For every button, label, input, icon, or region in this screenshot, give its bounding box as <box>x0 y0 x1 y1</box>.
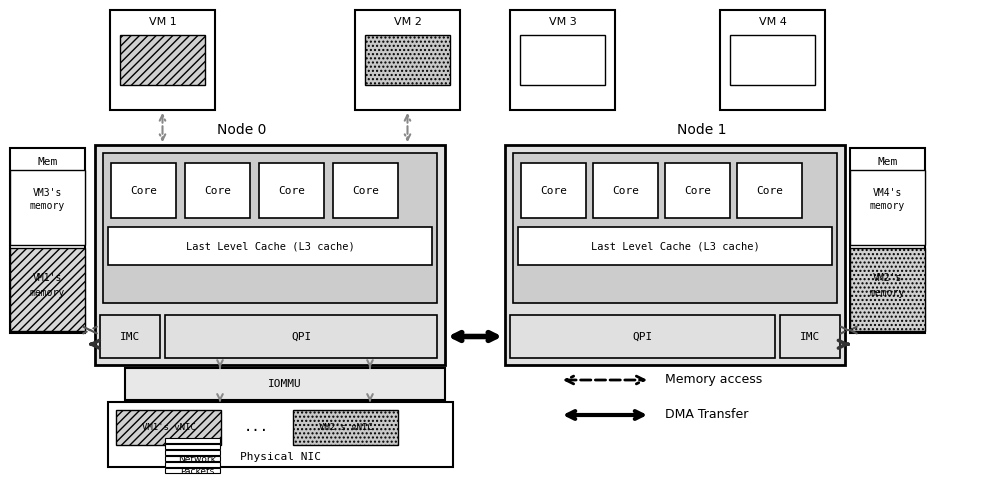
Text: Node 0: Node 0 <box>217 123 267 137</box>
Text: Core: Core <box>756 185 783 195</box>
Bar <box>116 410 221 445</box>
Text: ...: ... <box>243 420 269 434</box>
Bar <box>593 163 658 218</box>
Bar <box>518 227 832 265</box>
Text: Mem: Mem <box>877 157 898 167</box>
Text: Node 1: Node 1 <box>677 123 727 137</box>
Text: VM 2: VM 2 <box>394 17 421 27</box>
Text: memory: memory <box>30 201 65 211</box>
Text: Memory access: Memory access <box>665 374 762 387</box>
Bar <box>521 163 586 218</box>
Text: Core: Core <box>352 185 379 195</box>
Text: VM 3: VM 3 <box>549 17 576 27</box>
Text: VM2's vNIC: VM2's vNIC <box>319 423 372 432</box>
Bar <box>365 35 450 85</box>
Bar <box>850 248 925 331</box>
Text: Network: Network <box>179 456 216 465</box>
Text: IMC: IMC <box>800 331 820 342</box>
Bar <box>730 35 815 85</box>
Text: VM4's: VM4's <box>873 188 902 198</box>
Text: QPI: QPI <box>632 331 653 342</box>
Text: Core: Core <box>540 185 567 195</box>
Text: VM 4: VM 4 <box>759 17 786 27</box>
Bar <box>100 315 160 358</box>
Bar <box>103 153 437 303</box>
Bar <box>505 145 845 365</box>
Bar <box>513 153 837 303</box>
Text: Packets: Packets <box>180 467 215 476</box>
Bar <box>185 163 250 218</box>
Text: Mem: Mem <box>37 157 58 167</box>
Bar <box>165 456 220 461</box>
Text: Physical NIC: Physical NIC <box>240 452 321 462</box>
Text: memory: memory <box>30 288 65 298</box>
Text: VM1's vNIC: VM1's vNIC <box>142 423 195 432</box>
Bar <box>259 163 324 218</box>
Text: QPI: QPI <box>291 331 311 342</box>
Text: VM3's: VM3's <box>33 188 62 198</box>
Bar <box>165 468 220 473</box>
Text: memory: memory <box>870 288 905 298</box>
Bar <box>108 227 432 265</box>
Bar <box>165 315 437 358</box>
Bar <box>10 170 85 245</box>
Bar <box>165 450 220 455</box>
Text: Core: Core <box>684 185 711 195</box>
Text: Core: Core <box>612 185 639 195</box>
Bar <box>165 444 220 449</box>
Bar <box>850 148 925 333</box>
Bar <box>95 145 445 365</box>
Text: Core: Core <box>204 185 231 195</box>
Text: memory: memory <box>870 201 905 211</box>
Text: Core: Core <box>130 185 157 195</box>
Text: vCPU: vCPU <box>550 55 575 65</box>
Text: Last Level Cache (L3 cache): Last Level Cache (L3 cache) <box>591 241 759 251</box>
Bar <box>120 35 205 85</box>
Text: VM 1: VM 1 <box>149 17 176 27</box>
Bar <box>720 10 825 110</box>
Bar <box>10 248 85 331</box>
Bar <box>520 35 605 85</box>
Bar <box>737 163 802 218</box>
Text: VM2's: VM2's <box>873 273 902 283</box>
Text: DMA Transfer: DMA Transfer <box>665 409 748 422</box>
Bar <box>510 315 775 358</box>
Bar <box>111 163 176 218</box>
Bar <box>110 10 215 110</box>
Bar <box>165 462 220 467</box>
Bar <box>780 315 840 358</box>
Bar <box>10 148 85 333</box>
Bar <box>165 438 220 443</box>
Text: Last Level Cache (L3 cache): Last Level Cache (L3 cache) <box>186 241 354 251</box>
Bar <box>665 163 730 218</box>
Bar <box>108 402 453 467</box>
Text: IMC: IMC <box>120 331 140 342</box>
Bar <box>355 10 460 110</box>
Text: VM1's: VM1's <box>33 273 62 283</box>
Bar <box>333 163 398 218</box>
Text: vCPU: vCPU <box>150 55 175 65</box>
Text: Core: Core <box>278 185 305 195</box>
Bar <box>293 410 398 445</box>
Bar <box>850 170 925 245</box>
Bar <box>510 10 615 110</box>
Text: vCPU: vCPU <box>395 55 420 65</box>
Bar <box>125 368 445 400</box>
Text: vCPU: vCPU <box>760 55 785 65</box>
Text: IOMMU: IOMMU <box>268 379 302 389</box>
